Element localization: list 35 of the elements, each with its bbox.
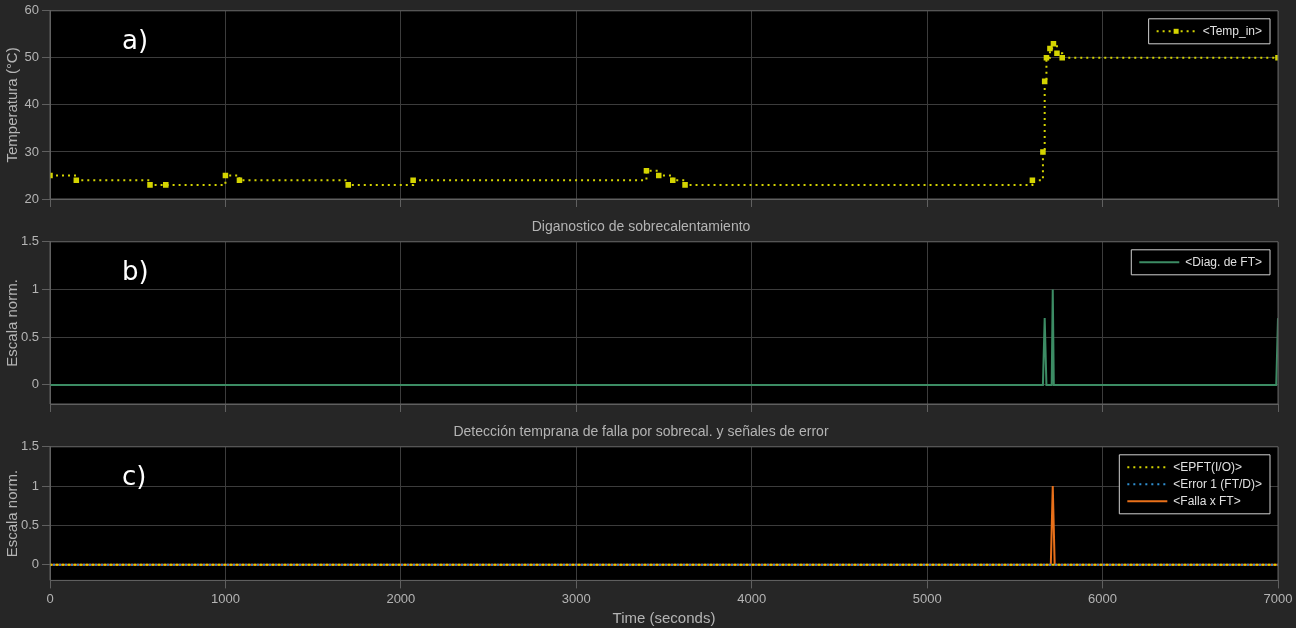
x-tick-label: 7000	[1263, 590, 1293, 606]
x-tick-label: 3000	[561, 590, 591, 606]
x-tick-label: 4000	[737, 590, 767, 606]
y-axis-title: Temperatura (°C)	[3, 47, 21, 163]
y-tick-label: 1	[31, 477, 39, 493]
y-tick-label: 1.5	[20, 438, 39, 454]
y-tick-label: 0	[31, 556, 39, 572]
x-tick-label: 5000	[912, 590, 942, 606]
x-axis-title: Time (seconds)	[612, 609, 716, 627]
legend-label: <Falla x FT>	[1173, 493, 1241, 508]
y-tick-label: 0.5	[20, 516, 39, 532]
y-tick-label: 30	[24, 143, 39, 159]
y-axis-title: Escala norm.	[3, 279, 21, 367]
annotation: b)	[122, 255, 149, 286]
legend-label: <Temp_in>	[1202, 23, 1262, 38]
y-tick-label: 60	[24, 2, 39, 18]
x-tick-label: 2000	[386, 590, 416, 606]
y-tick-label: 1	[31, 281, 39, 297]
y-tick-label: 1.5	[20, 233, 39, 249]
chart-title: Diganostico de sobrecalentamiento	[531, 218, 751, 235]
y-tick-label: 0	[31, 376, 39, 392]
x-tick-label: 6000	[1088, 590, 1118, 606]
legend-label: <Error 1 (FT/D)>	[1173, 476, 1263, 491]
y-tick-label: 40	[24, 96, 39, 112]
y-tick-label: 20	[24, 190, 39, 206]
legend-label: <Diag. de FT>	[1185, 254, 1263, 269]
x-tick-label: 0	[46, 590, 54, 606]
legend-label: <EPFT(I/O)>	[1173, 459, 1243, 474]
y-tick-label: 0.5	[20, 328, 39, 344]
y-tick-label: 50	[24, 49, 39, 65]
annotation: c)	[122, 460, 147, 491]
y-axis-title: Escala norm.	[3, 469, 21, 558]
annotation: a)	[122, 24, 149, 55]
chart-title: Detección temprana de falla por sobrecal. y señales de error	[453, 423, 829, 440]
x-tick-label: 1000	[210, 590, 240, 606]
